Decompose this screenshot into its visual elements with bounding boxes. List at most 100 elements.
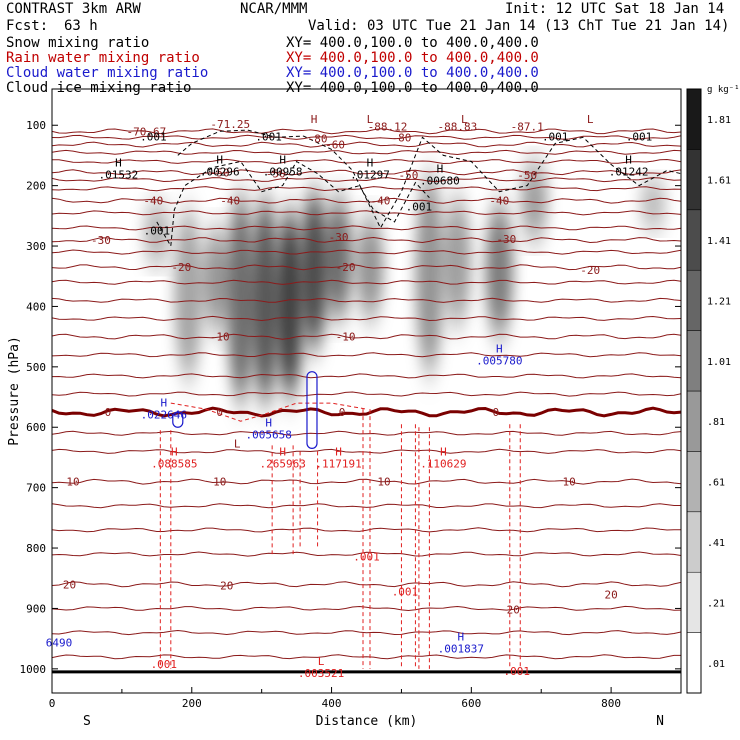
extremum-label-value-14: .005780 — [476, 355, 522, 368]
y-tick-label-3: 400 — [26, 300, 46, 313]
extremum-label-value-22: .001 — [392, 585, 419, 598]
temperature-label-9: -40 — [220, 195, 240, 208]
x-end-label-right: N — [656, 714, 664, 729]
temperature-label-8: -50 — [517, 169, 537, 182]
x-tick-label-0: 0 — [49, 697, 56, 710]
colorbar-bin-8 — [686, 149, 702, 211]
colorbar-bin-5 — [686, 330, 702, 392]
temperature-contour-9 — [52, 581, 681, 588]
extremum-label-value-15: .001837 — [438, 643, 484, 656]
colorbar-label-6: 1.21 — [707, 296, 731, 307]
colorbar-label-3: .61 — [707, 478, 725, 489]
extremum-label-value-1: .00296 — [200, 166, 240, 179]
legend-rain-label: Rain water mixing ratio — [6, 50, 200, 66]
snow-column-4 — [251, 197, 280, 404]
extremum-label-value-0: .01532 — [99, 169, 139, 182]
temperature-label-2: -87.1 — [511, 120, 544, 133]
temperature-contour-label-1: -60 — [325, 139, 345, 152]
extremum-label-symbol-17: H — [171, 445, 178, 458]
colorbar-label-7: 1.41 — [707, 236, 731, 247]
x-tick-label-3: 600 — [461, 697, 481, 710]
temperature-label-21: 10 — [377, 476, 390, 489]
extremum-label-symbol-18: H — [279, 445, 286, 458]
temperature-contour-3 — [52, 197, 681, 204]
temperature-label-22: 10 — [563, 476, 576, 489]
extremum-label-value-7: .001 — [140, 131, 167, 144]
y-tick-label-9: 1000 — [20, 663, 47, 676]
colorbar-bin-0 — [686, 632, 702, 694]
extremum-label-value-19: .117191 — [315, 457, 361, 470]
temperature-contour-label-2: -50 — [210, 166, 230, 179]
temperature-contour-0 — [52, 128, 681, 135]
temperature-contour-minor-15 — [52, 448, 681, 454]
extremum-symbol-2: L — [461, 113, 468, 126]
colorbar-label-9: 1.81 — [707, 115, 731, 126]
extremum-symbol-4: L — [234, 438, 241, 451]
cloud-ice-boundary-0 — [177, 129, 681, 229]
snow-column-11 — [485, 203, 514, 337]
header-init: Init: 12 UTC Sat 18 Jan 14 — [505, 1, 725, 17]
temperature-contour-minor-17 — [52, 527, 681, 533]
extremum-label-value-8: .001 — [255, 131, 282, 144]
snow-column-8 — [355, 215, 384, 319]
temperature-contour-label-0: -70.67 — [126, 125, 166, 138]
extremum-label-symbol-1: H — [216, 154, 223, 167]
header-org: NCAR/MMM — [240, 1, 308, 17]
y-tick-label-2: 300 — [26, 240, 46, 253]
temperature-label-17: 0 — [216, 406, 223, 419]
extremum-label-symbol-5: H — [625, 154, 632, 167]
temperature-label-6: -50 — [266, 168, 286, 181]
y-axis-label: Pressure (hPa) — [7, 336, 22, 446]
temperature-label-5: -80 — [308, 133, 328, 146]
temperature-contour-minor-2 — [52, 158, 681, 165]
temperature-contour-label-4: -30 — [91, 234, 111, 247]
temperature-label-24: 20 — [507, 604, 520, 617]
temperature-contour-minor-9 — [52, 297, 681, 303]
y-tick-label-0: 100 — [26, 119, 46, 132]
temperature-label-16: -10 — [336, 331, 356, 344]
extremum-label-symbol-25: L — [318, 655, 325, 668]
colorbar-bin-7 — [686, 209, 702, 271]
temperature-label-23: 20 — [220, 579, 233, 592]
extremum-label-symbol-13: H — [265, 416, 272, 429]
header-fcst-label: Fcst: — [6, 18, 49, 34]
colorbar-label-2: .41 — [707, 538, 725, 549]
extremum-label-value-5: .01242 — [609, 166, 649, 179]
legend-cloud-water-label: Cloud water mixing ratio — [6, 65, 209, 81]
temperature-contour-label-6: -10 — [210, 331, 230, 344]
temperature-label-19: 0 — [492, 406, 499, 419]
snow-column-2 — [202, 227, 231, 331]
temperature-contour-6 — [52, 333, 681, 340]
x-tick-label-4: 800 — [601, 697, 621, 710]
colorbar-frame — [686, 88, 702, 694]
extremum-label-value-9: .001 — [542, 131, 569, 144]
header-fcst-value: 63 h — [64, 18, 98, 34]
y-tick-label-7: 800 — [26, 542, 46, 555]
temperature-contour-2 — [52, 169, 681, 176]
legend-cloud-ice-label: Cloud ice mixing ratio — [6, 80, 192, 96]
temperature-label-7: -50 — [398, 169, 418, 182]
extremum-label-value-17: .088585 — [151, 457, 197, 470]
x-axis-label: Distance (km) — [316, 714, 418, 729]
extremum-symbol-0: H — [311, 113, 318, 126]
extremum-label-value-10: .001 — [626, 131, 653, 144]
temperature-label-18: 0 — [339, 406, 346, 419]
extremum-label-symbol-3: H — [367, 157, 374, 170]
temperature-contour-label-9: 20 — [63, 578, 76, 591]
temperature-label-0: -71.25 — [210, 118, 250, 131]
snow-column-13 — [639, 179, 668, 228]
x-tick-label-1: 200 — [182, 697, 202, 710]
snow-column-9 — [415, 173, 444, 373]
colorbar-label-4: .81 — [707, 417, 725, 428]
y-tick-label-8: 900 — [26, 602, 46, 615]
legend-snow-xy: XY= 400.0,100.0 to 400.0,400.0 — [286, 35, 539, 51]
temperature-contour-minor-6 — [52, 225, 681, 231]
legend-cloud-ice-xy: XY= 400.0,100.0 to 400.0,400.0 — [286, 80, 539, 96]
colorbar-bin-6 — [686, 269, 702, 331]
snow-column-3 — [226, 194, 255, 404]
header-model: CONTRAST 3km ARW — [6, 1, 141, 17]
colorbar-label-0: .01 — [707, 659, 725, 670]
extremum-label-symbol-19: H — [335, 445, 342, 458]
snow-column-0 — [142, 203, 171, 265]
